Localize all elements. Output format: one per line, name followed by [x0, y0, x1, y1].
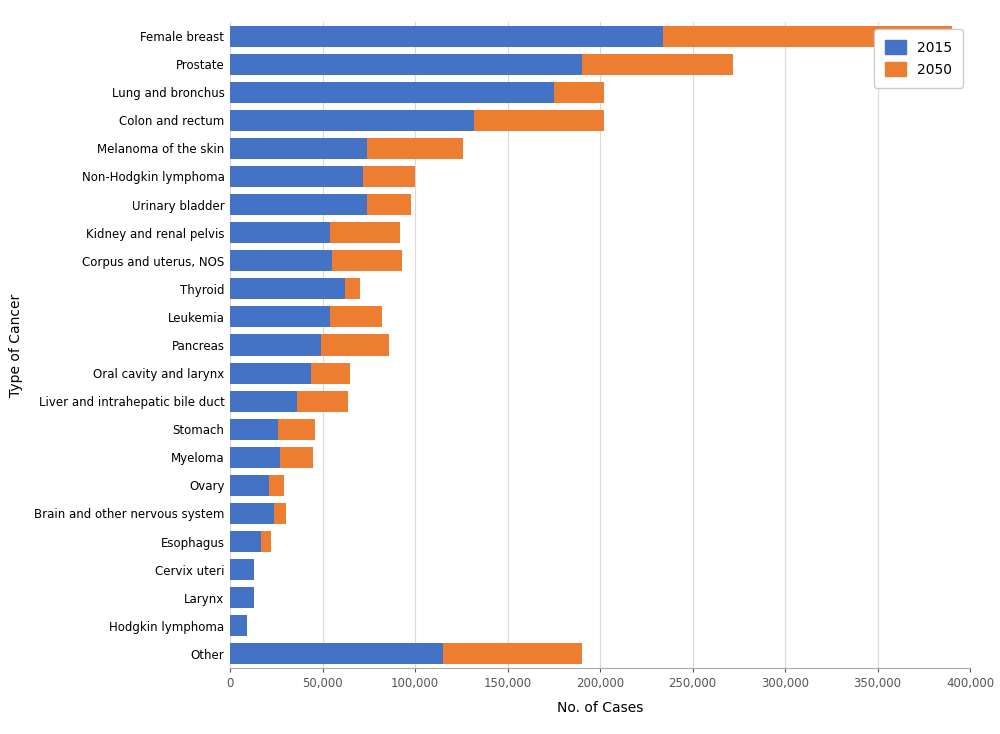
- Bar: [321, 335, 389, 355]
- Bar: [330, 306, 382, 327]
- Bar: [363, 166, 415, 187]
- Bar: [332, 250, 402, 272]
- Bar: [230, 335, 321, 355]
- Bar: [230, 222, 330, 243]
- Bar: [230, 306, 330, 327]
- X-axis label: No. of Cases: No. of Cases: [557, 701, 643, 715]
- Bar: [230, 587, 254, 608]
- Y-axis label: Type of Cancer: Type of Cancer: [9, 294, 23, 396]
- Bar: [297, 390, 348, 412]
- Bar: [230, 475, 269, 496]
- Bar: [230, 363, 311, 384]
- Bar: [230, 531, 261, 552]
- Bar: [230, 81, 554, 103]
- Bar: [474, 110, 604, 131]
- Bar: [367, 138, 463, 159]
- Bar: [230, 390, 297, 412]
- Bar: [230, 250, 332, 272]
- Bar: [367, 194, 411, 215]
- Bar: [261, 531, 271, 552]
- Bar: [278, 418, 315, 440]
- Bar: [443, 644, 582, 664]
- Bar: [280, 447, 313, 468]
- Legend: 2015, 2050: 2015, 2050: [874, 29, 963, 88]
- Bar: [230, 166, 363, 187]
- Bar: [582, 54, 733, 75]
- Bar: [554, 81, 604, 103]
- Bar: [230, 278, 345, 299]
- Bar: [230, 644, 443, 664]
- Bar: [345, 278, 360, 299]
- Bar: [663, 26, 952, 46]
- Bar: [330, 222, 400, 243]
- Bar: [311, 363, 350, 384]
- Bar: [230, 559, 254, 580]
- Bar: [230, 447, 280, 468]
- Bar: [230, 138, 367, 159]
- Bar: [230, 194, 367, 215]
- Bar: [230, 26, 663, 46]
- Bar: [269, 475, 284, 496]
- Bar: [230, 418, 278, 440]
- Bar: [274, 503, 286, 524]
- Bar: [230, 503, 274, 524]
- Bar: [230, 110, 474, 131]
- Bar: [230, 54, 582, 75]
- Bar: [230, 615, 247, 636]
